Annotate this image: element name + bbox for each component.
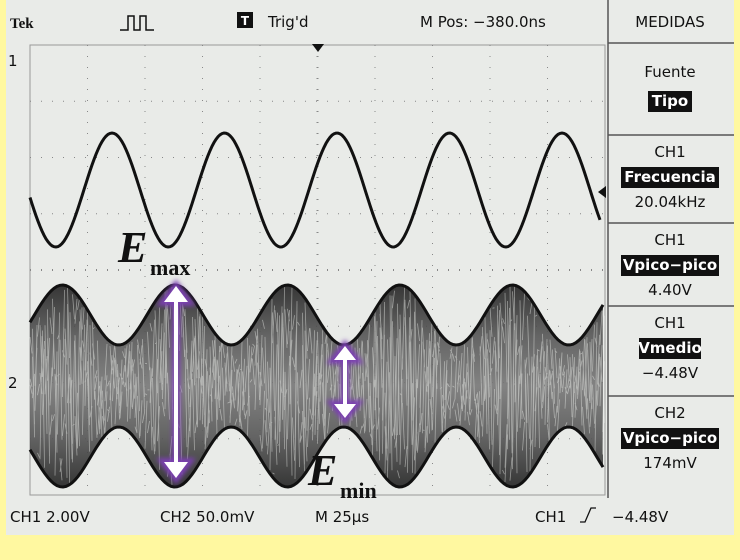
menu-source: CH2	[654, 404, 685, 422]
menu-source: CH1	[654, 143, 685, 161]
brand: Tek	[10, 16, 34, 32]
emin-sub: min	[340, 478, 377, 503]
menu-label: Fuente	[644, 63, 695, 81]
time-scale: M 25μs	[315, 508, 369, 526]
trigger-level: −4.48V	[612, 508, 669, 526]
emax-sub: max	[150, 255, 190, 280]
trigger-badge: T	[241, 14, 250, 28]
ch2-scale: CH2 50.0mV	[160, 508, 255, 526]
menu-highlight-text: Vpico−pico	[623, 256, 717, 274]
trigger-source: CH1	[535, 508, 566, 526]
emin-symbol: E	[307, 446, 337, 495]
menu-value: −4.48V	[642, 364, 699, 382]
menu-title: MEDIDAS	[635, 13, 704, 31]
menu-value: 174mV	[643, 454, 697, 472]
menu-value: 20.04kHz	[635, 193, 706, 211]
trigger-state: Trig'd	[267, 13, 308, 31]
menu-highlight-text: Vmedio	[638, 339, 702, 357]
ch1-marker: 1	[8, 52, 18, 70]
ch1-scale: CH1 2.00V	[10, 508, 90, 526]
menu-value: 4.40V	[648, 281, 692, 299]
menu-source: CH1	[654, 314, 685, 332]
menu-highlight-text: Tipo	[652, 92, 688, 110]
menu-highlight-text: Vpico−pico	[623, 429, 717, 447]
menu-source: CH1	[654, 231, 685, 249]
ch2-marker: 2	[8, 374, 18, 392]
menu-highlight-text: Frecuencia	[624, 168, 715, 186]
oscilloscope-screenshot: Tek T Trig'd M Pos: −380.0ns MEDIDAS 1 2…	[0, 0, 740, 560]
emax-symbol: E	[117, 223, 147, 272]
position: M Pos: −380.0ns	[420, 13, 546, 31]
